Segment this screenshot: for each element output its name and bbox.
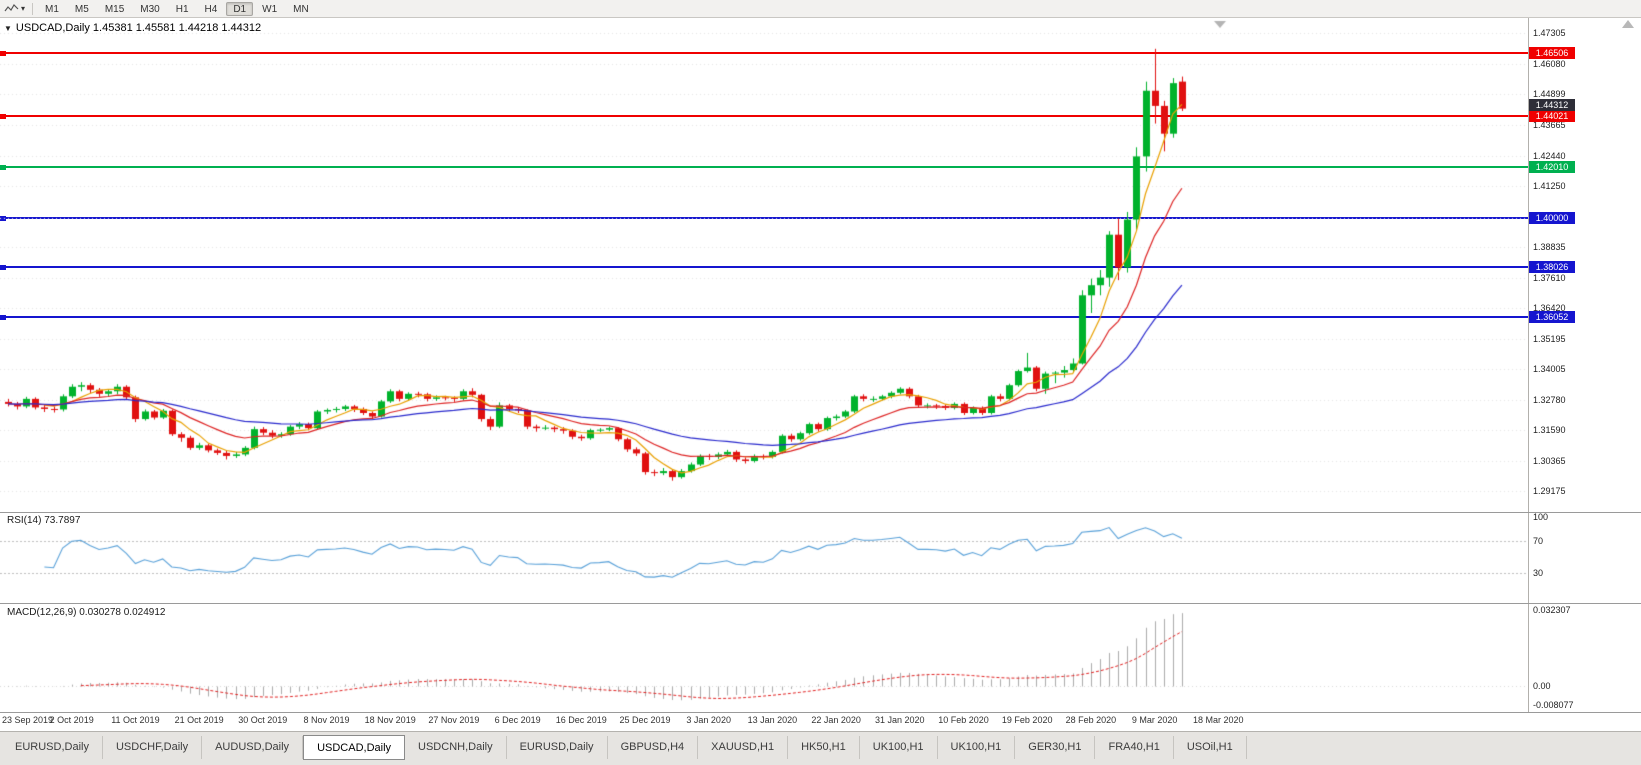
chart-tabs-bar: EURUSD,Daily USDCHF,Daily AUDUSD,Daily USDC…	[0, 731, 1641, 765]
chart-tab-uk100-h1[interactable]: UK100,H1	[938, 736, 1016, 759]
date-axis-label: 3 Jan 2020	[686, 715, 731, 725]
rsi-indicator-label: RSI(14) 73.7897	[7, 515, 81, 526]
chart-title: ▼ USDCAD,Daily 1.45381 1.45581 1.44218 1…	[4, 22, 261, 34]
timeframe-button-m30[interactable]: M30	[140, 3, 160, 15]
date-axis-label: 10 Feb 2020	[938, 715, 989, 725]
date-axis-label: 6 Dec 2019	[494, 715, 541, 725]
price-axis-label: 1.43665	[1533, 119, 1566, 130]
date-axis-label: 8 Nov 2019	[303, 715, 350, 725]
price-axis-label: 1.36420	[1533, 302, 1566, 313]
price-badge-1.46506: 1.46506	[1529, 47, 1575, 60]
date-axis-label: 13 Jan 2020	[747, 715, 798, 725]
one-click-trading-arrow[interactable]: ▼	[4, 23, 12, 33]
chevron-down-icon[interactable]: ▾	[21, 4, 26, 13]
price-axis-label: 1.32780	[1533, 394, 1566, 405]
chart-tab-ger30-h1[interactable]: GER30,H1	[1015, 736, 1096, 759]
pane-separator-rsi[interactable]	[0, 512, 1641, 513]
chart-type-icon[interactable]	[4, 3, 20, 14]
chart-tab-xauusd-h1[interactable]: XAUUSD,H1	[698, 736, 789, 759]
chart-tab-fra40-h1[interactable]: FRA40,H1	[1095, 736, 1174, 759]
timeframe-button-h1[interactable]: H1	[175, 3, 189, 15]
timeframe-button-m5[interactable]: M5	[74, 3, 89, 15]
scroll-marker	[1622, 20, 1634, 28]
date-axis-label: 16 Dec 2019	[555, 715, 607, 725]
date-axis-label: 21 Oct 2019	[174, 715, 224, 725]
chart-window: ▼ USDCAD,Daily 1.45381 1.45581 1.44218 1…	[0, 18, 1641, 731]
price-axis-label: 1.41250	[1533, 180, 1566, 191]
axis-separator	[1528, 18, 1529, 712]
macd-axis-label: -0.008077	[1533, 700, 1574, 710]
price-axis-label: 1.29175	[1533, 485, 1566, 496]
price-axis-label: 1.30365	[1533, 455, 1566, 466]
chart-tab-usdchf-daily[interactable]: USDCHF,Daily	[103, 736, 203, 759]
date-axis-label: 19 Feb 2020	[1001, 715, 1053, 725]
price-axis-label: 1.37610	[1533, 272, 1566, 283]
pane-separator-macd[interactable]	[0, 603, 1641, 604]
date-axis-label: 31 Jan 2020	[875, 715, 925, 725]
price-badge-1.38026: 1.38026	[1529, 261, 1575, 274]
date-axis-label: 9 Mar 2020	[1131, 715, 1178, 725]
timeframe-button-d1[interactable]: D1	[226, 1, 254, 16]
chart-tab-uk100-h1[interactable]: UK100,H1	[860, 736, 938, 759]
date-axis-label: 2 Oct 2019	[49, 715, 94, 725]
date-axis-label: 30 Oct 2019	[238, 715, 288, 725]
price-badge-1.36052: 1.36052	[1529, 311, 1575, 324]
price-axis-label: 1.44899	[1533, 88, 1566, 99]
date-axis-label: 23 Sep 2019	[2, 715, 54, 725]
current-price-badge: 1.44312	[1529, 98, 1575, 111]
chart-tab-usoil-h1[interactable]: USOil,H1	[1174, 736, 1247, 759]
macd-indicator-label: MACD(12,26,9) 0.030278 0.024912	[7, 607, 166, 618]
price-axis-label: 1.47305	[1533, 28, 1566, 39]
date-axis-label: 28 Feb 2020	[1065, 715, 1117, 725]
date-axis[interactable]: 23 Sep 2019 2 Oct 2019 11 Oct 2019 21 Oct 2…	[0, 712, 1641, 731]
chart-tab-gbpusd-h4[interactable]: GBPUSD,H4	[608, 736, 699, 759]
macd-axis-label: 0.032307	[1533, 604, 1571, 615]
price-axis-label: 1.35195	[1533, 333, 1566, 344]
chart-tab-eurusd-daily[interactable]: EURUSD,Daily	[507, 736, 608, 759]
date-axis-label: 18 Mar 2020	[1193, 715, 1244, 725]
price-badge-1.42010: 1.42010	[1529, 160, 1575, 173]
price-badge-1.40000: 1.40000	[1529, 211, 1575, 224]
timeframe-button-h4[interactable]: H4	[204, 3, 218, 15]
date-axis-label: 27 Nov 2019	[428, 715, 480, 725]
chart-tab-audusd-daily[interactable]: AUDUSD,Daily	[202, 736, 304, 759]
price-axis-label: 1.38835	[1533, 241, 1566, 252]
date-axis-label: 22 Jan 2020	[811, 715, 861, 725]
timeframe-button-mn[interactable]: MN	[293, 3, 309, 15]
price-chart-canvas[interactable]	[0, 18, 1528, 712]
timeframe-button-w1[interactable]: W1	[262, 3, 278, 15]
date-axis-label: 11 Oct 2019	[111, 715, 160, 725]
price-axis-label: 1.46080	[1533, 58, 1566, 69]
price-axis-label: 1.42440	[1533, 150, 1566, 161]
rsi-axis-label: 100	[1533, 512, 1549, 522]
price-axis-label: 1.34005	[1533, 363, 1566, 374]
chart-tab-eurusd-daily[interactable]: EURUSD,Daily	[2, 736, 103, 759]
pane-separator-bottom[interactable]	[0, 712, 1641, 713]
timeframe-button-m1[interactable]: M1	[45, 3, 59, 15]
timeframe-button-m15[interactable]: M15	[104, 3, 125, 15]
symbol-ohlc-text: USDCAD,Daily 1.45381 1.45581 1.44218 1.4…	[15, 22, 262, 34]
chart-tab-usdcad-daily[interactable]: USDCAD,Daily	[303, 735, 406, 760]
toolbar: ▾ M1 M5 M15 M30 H1 H4 D1 W1 MN	[0, 0, 1641, 18]
price-axis-label: 1.31590	[1533, 424, 1566, 435]
rsi-axis-label: 30	[1533, 568, 1544, 578]
price-badge-1.44021: 1.44021	[1529, 109, 1575, 122]
timeframe-buttons: M1 M5 M15 M30 H1 H4 D1 W1 MN	[37, 1, 317, 16]
macd-axis-label: 0.00	[1533, 680, 1551, 691]
toolbar-separator	[32, 2, 34, 15]
date-axis-label: 18 Nov 2019	[364, 715, 416, 725]
chart-tab-hk50-h1[interactable]: HK50,H1	[788, 736, 860, 759]
date-axis-label: 25 Dec 2019	[619, 715, 671, 725]
chart-tab-usdcnh-daily[interactable]: USDCNH,Daily	[405, 736, 507, 759]
rsi-axis-label: 70	[1533, 536, 1544, 546]
